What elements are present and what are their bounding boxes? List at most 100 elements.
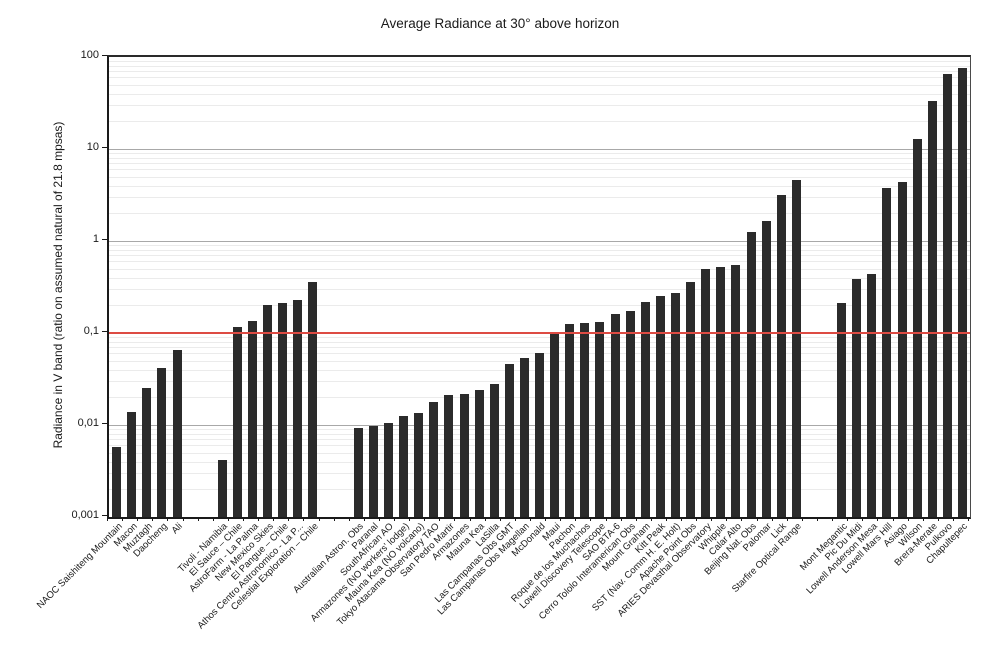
bar: [882, 187, 892, 517]
x-axis-tick: [545, 517, 547, 521]
y-tick-label: 1: [92, 233, 99, 245]
minor-gridline: [109, 249, 970, 251]
x-axis-tick: [107, 517, 108, 521]
bar: [761, 221, 771, 517]
bar: [867, 273, 877, 517]
chart-title: Average Radiance at 30° above horizon: [380, 16, 620, 31]
minor-gridline: [109, 337, 970, 339]
x-axis-tick: [681, 517, 682, 521]
bar: [459, 393, 469, 517]
bar: [716, 267, 726, 517]
x-axis-tick: [620, 517, 622, 521]
x-axis-tick: [862, 517, 864, 521]
bar: [504, 364, 514, 517]
x-axis-tick: [605, 517, 607, 521]
bar: [399, 416, 409, 517]
minor-gridline: [109, 245, 970, 247]
bar: [157, 367, 167, 517]
bar: [927, 101, 937, 517]
minor-gridline: [109, 185, 970, 187]
x-axis-tick: [137, 517, 139, 521]
bar: [142, 388, 152, 517]
x-axis-tick: [801, 517, 803, 521]
bar: [837, 303, 847, 517]
x-axis-tick: [227, 517, 229, 521]
bar: [746, 232, 756, 517]
bar: [640, 301, 650, 517]
x-axis-tick: [741, 517, 743, 521]
x-axis-tick: [288, 517, 290, 521]
minor-gridline: [109, 65, 970, 67]
y-tick-label: 0,01: [77, 417, 99, 429]
x-axis-tick: [635, 517, 637, 521]
x-axis-tick: [273, 517, 275, 521]
minor-gridline: [109, 261, 970, 263]
bar: [293, 299, 303, 517]
x-axis-tick: [786, 517, 788, 521]
bar: [897, 181, 907, 517]
bar: [414, 413, 424, 517]
reference-line: [109, 332, 970, 334]
x-axis-tick: [348, 517, 350, 521]
x-axis-tick: [560, 517, 562, 521]
bar: [625, 310, 635, 517]
minor-gridline: [109, 176, 970, 178]
x-axis-tick: [877, 517, 879, 521]
x-axis-tick: [303, 517, 305, 521]
x-axis-tick: [258, 517, 260, 521]
x-axis-tick: [756, 517, 758, 521]
bar: [127, 411, 137, 517]
x-axis-tick: [922, 517, 924, 521]
x-tick-label-text: NAOC Saishiteng Mountain: [34, 521, 125, 611]
x-axis-tick: [892, 517, 894, 521]
minor-gridline: [109, 347, 970, 349]
bar: [686, 281, 696, 517]
bar: [776, 194, 786, 517]
x-axis-tick: [529, 517, 531, 521]
y-tick-label: 0,001: [71, 509, 99, 521]
bar: [308, 281, 318, 517]
x-axis-tick: [122, 517, 124, 521]
y-tick-label: 100: [80, 49, 99, 61]
minor-gridline: [109, 71, 970, 73]
x-axis-tick: [665, 517, 667, 521]
bar: [595, 321, 605, 517]
x-axis-tick: [832, 517, 834, 521]
bar: [248, 321, 257, 517]
x-axis-tick: [197, 517, 199, 521]
x-axis-tick: [726, 517, 728, 521]
bar: [217, 459, 227, 517]
x-axis-tick: [318, 517, 320, 521]
minor-gridline: [109, 289, 970, 291]
bar: [550, 333, 560, 517]
x-axis-tick: [439, 517, 441, 521]
minor-gridline: [109, 255, 970, 257]
major-gridline: [109, 149, 970, 150]
y-axis-tick: [102, 515, 107, 516]
x-axis-tick: [499, 517, 501, 521]
minor-gridline: [109, 77, 970, 79]
bar: [519, 357, 529, 517]
y-tick-label: 0,1: [83, 325, 99, 337]
y-axis-tick: [102, 423, 107, 424]
x-axis-tick: [409, 517, 411, 521]
x-axis-tick: [847, 517, 849, 521]
minor-gridline: [109, 84, 970, 86]
minor-gridline: [109, 213, 970, 215]
bar: [655, 296, 665, 517]
bar: [791, 180, 801, 517]
bar: [489, 383, 499, 517]
bar: [670, 293, 680, 517]
minor-gridline: [109, 169, 970, 171]
y-axis-label: Radiance in V band (ratio on assumed nat…: [51, 121, 65, 449]
y-tick-label: 10: [86, 141, 99, 153]
minor-gridline: [109, 305, 970, 307]
bar: [565, 324, 575, 517]
bar: [701, 268, 711, 517]
minor-gridline: [109, 157, 970, 159]
bar: [383, 423, 393, 517]
x-axis-tick: [167, 517, 169, 521]
bar: [368, 426, 378, 517]
x-tick-label-text: Ali: [169, 521, 185, 537]
